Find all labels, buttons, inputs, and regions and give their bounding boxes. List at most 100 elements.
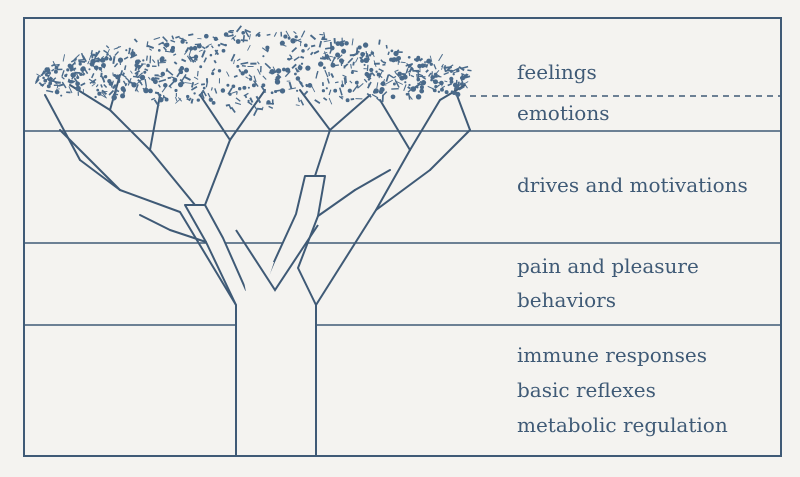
- foliage-leaf: [42, 76, 45, 80]
- foliage-leaf: [226, 83, 230, 87]
- foliage-leaf: [322, 66, 326, 70]
- foliage-leaf: [179, 70, 184, 75]
- foliage-twig: [303, 90, 309, 96]
- foliage-twig: [313, 50, 320, 55]
- foliage-leaf: [103, 75, 108, 79]
- foliage-twig: [388, 73, 394, 79]
- foliage-leaf: [128, 47, 131, 50]
- foliage-leaf: [159, 57, 164, 62]
- foliage-leaf: [393, 50, 399, 57]
- foliage-leaf: [430, 75, 435, 80]
- foliage-twig: [244, 30, 250, 38]
- foliage-leaf: [450, 90, 454, 93]
- foliage-twig: [100, 84, 103, 88]
- foliage-twig: [190, 98, 194, 104]
- foliage-twig: [35, 75, 40, 84]
- foliage-twig: [452, 67, 460, 72]
- foliage-twig: [130, 70, 133, 74]
- foliage-twig: [170, 39, 176, 43]
- foliage-twig: [95, 84, 99, 88]
- foliage-twig: [376, 82, 379, 89]
- foliage-twig: [231, 35, 237, 40]
- foliage-leaf: [294, 35, 298, 39]
- foliage-twig: [429, 55, 433, 62]
- foliage-twig: [173, 61, 178, 65]
- foliage-leaf: [60, 94, 63, 97]
- foliage-twig: [295, 38, 302, 42]
- foliage-twig: [184, 76, 191, 81]
- branch: [119, 189, 181, 213]
- foliage-twig: [194, 82, 199, 86]
- foliage-leaf: [97, 91, 102, 96]
- foliage-twig: [164, 50, 171, 53]
- foliage-twig: [205, 81, 209, 88]
- branch: [314, 129, 331, 177]
- foliage-leaf: [48, 81, 53, 86]
- foliage-leaf: [192, 45, 198, 51]
- foliage-twig: [407, 92, 411, 100]
- foliage-twig: [418, 57, 424, 62]
- foliage-twig: [255, 32, 260, 36]
- foliage-leaf: [203, 33, 209, 39]
- foliage-twig: [235, 25, 242, 33]
- foliage-twig: [91, 72, 95, 79]
- foliage-leaf: [188, 46, 194, 51]
- foliage-leaf: [408, 83, 411, 87]
- foliage-leaf: [112, 86, 115, 89]
- foliage-twig: [387, 51, 390, 56]
- foliage-twig: [67, 78, 70, 83]
- foliage-twig: [413, 69, 421, 73]
- foliage-leaf: [228, 92, 232, 96]
- foliage-leaf: [223, 32, 229, 37]
- foliage-twig: [56, 84, 59, 89]
- foliage-twig: [90, 50, 93, 54]
- foliage-leaf: [389, 57, 394, 62]
- foliage-leaf: [419, 85, 424, 90]
- foliage-leaf: [390, 49, 394, 53]
- foliage-twig: [300, 30, 306, 38]
- foliage-twig: [434, 75, 442, 78]
- foliage-twig: [293, 56, 300, 62]
- foliage-leaf: [378, 89, 384, 95]
- foliage-leaf: [274, 90, 278, 94]
- foliage-twig: [256, 61, 260, 65]
- foliage-leaf: [196, 43, 202, 49]
- foliage-leaf: [100, 57, 106, 63]
- foliage-leaf: [193, 92, 196, 95]
- foliage-twig: [291, 46, 298, 53]
- foliage-twig: [179, 37, 187, 42]
- foliage-leaf: [46, 84, 51, 89]
- foliage-leaf: [457, 84, 460, 87]
- foliage-twig: [34, 79, 40, 85]
- branch: [299, 89, 331, 131]
- foliage-leaf: [79, 72, 83, 77]
- foliage-twig: [147, 76, 151, 80]
- foliage-twig: [297, 97, 301, 103]
- foliage-twig: [268, 105, 274, 109]
- foliage-twig: [153, 99, 160, 107]
- foliage-leaf: [54, 65, 59, 70]
- foliage-leaf: [279, 40, 285, 46]
- foliage-leaf: [368, 54, 372, 57]
- foliage-twig: [214, 49, 220, 56]
- foliage-leaf: [235, 39, 241, 44]
- foliage-twig: [165, 68, 169, 72]
- foliage-twig: [184, 49, 189, 55]
- branch: [44, 94, 81, 161]
- foliage-twig: [193, 76, 199, 80]
- foliage-leaf: [335, 41, 341, 46]
- foliage-twig: [181, 73, 187, 82]
- foliage-leaf: [455, 91, 461, 97]
- foliage-twig: [288, 81, 293, 90]
- foliage-twig: [214, 88, 218, 94]
- foliage-twig: [328, 97, 333, 105]
- foliage-leaf: [211, 72, 215, 76]
- foliage-leaf: [357, 45, 362, 50]
- foliage-twig: [82, 70, 85, 76]
- foliage-leaf: [350, 70, 354, 75]
- foliage-leaf: [367, 78, 371, 81]
- foliage-twig: [153, 36, 161, 41]
- foliage-twig: [191, 81, 195, 88]
- foliage-twig: [233, 74, 238, 78]
- foliage-twig: [132, 75, 140, 78]
